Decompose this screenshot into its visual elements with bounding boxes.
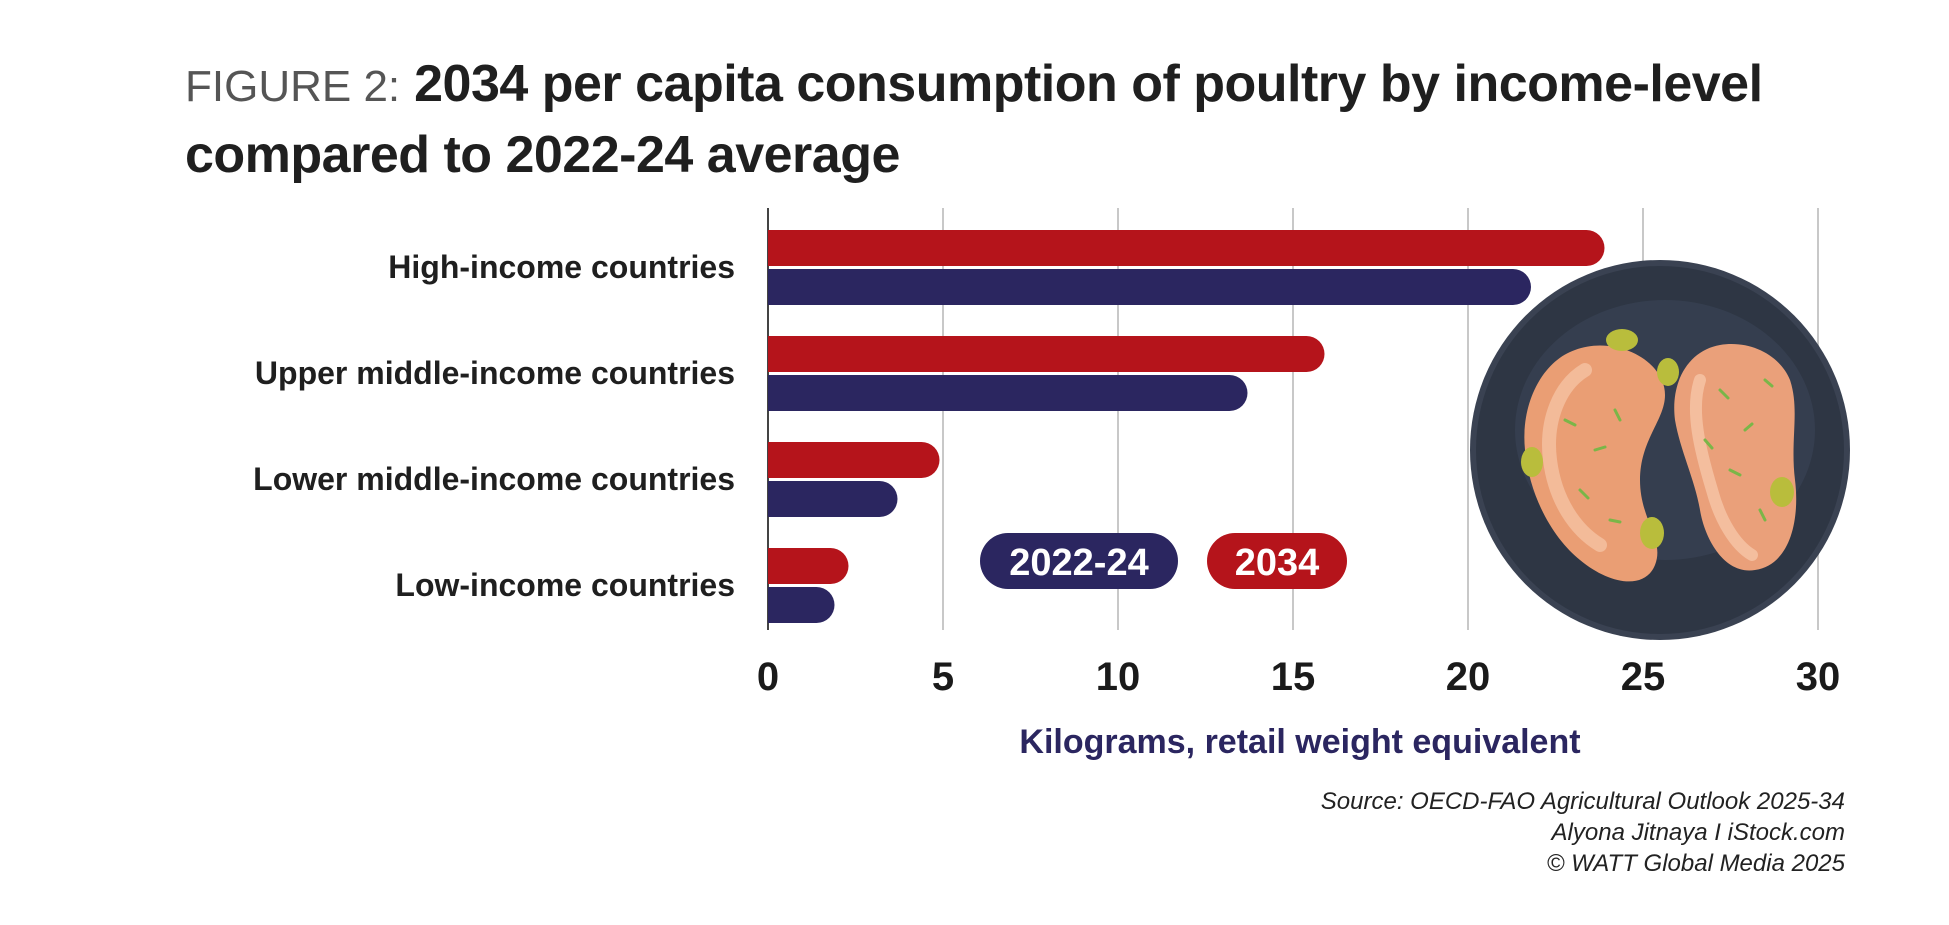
x-tick-15: 15: [1271, 655, 1316, 699]
x-tick-labels: 0 5 10 15 20 25 30: [757, 655, 1840, 699]
bar-2022-24-0: [768, 269, 1531, 305]
chicken-breast-plate-icon: [1470, 260, 1850, 640]
legend-swatch-2022-24: [980, 533, 1178, 589]
x-tick-25: 25: [1621, 655, 1666, 699]
figure-prefix: FIGURE 2:: [185, 62, 401, 111]
x-tick-0: 0: [757, 655, 779, 699]
bar-2034-3: [768, 548, 849, 584]
category-label-1: Upper middle-income countries: [255, 355, 735, 391]
bar-2022-24-3: [768, 587, 835, 623]
copyright-note: © WATT Global Media 2025: [1546, 850, 1845, 877]
x-tick-5: 5: [932, 655, 954, 699]
bar-2034-2: [768, 442, 940, 478]
category-label-2: Lower middle-income countries: [253, 461, 735, 497]
legend-label-2034: 2034: [1235, 542, 1320, 584]
bar-2022-24-1: [768, 375, 1248, 411]
bar-2022-24-2: [768, 481, 898, 517]
bar-2034-1: [768, 336, 1325, 372]
bars: [768, 230, 1605, 623]
image-credit: Alyona Jitnaya I iStock.com: [1551, 819, 1845, 846]
category-label-3: Low-income countries: [395, 567, 735, 603]
legend-swatch-2034: [1207, 533, 1347, 589]
x-tick-20: 20: [1446, 655, 1491, 699]
x-tick-30: 30: [1796, 655, 1841, 699]
x-axis-title: Kilograms, retail weight equivalent: [1019, 723, 1580, 761]
bar-2034-0: [768, 230, 1605, 266]
source-note: Source: OECD-FAO Agricultural Outlook 20…: [1320, 788, 1845, 815]
x-tick-10: 10: [1096, 655, 1141, 699]
chart-title-text: 2034 per capita consumption of poultry b…: [185, 55, 1763, 184]
category-labels: High-income countries Upper middle-income…: [253, 249, 735, 603]
credits: Source: OECD-FAO Agricultural Outlook 20…: [1321, 786, 1845, 879]
chart-title: FIGURE 2: 2034 per capita consumption of…: [185, 50, 1905, 189]
category-label-0: High-income countries: [388, 249, 735, 285]
legend: 2022-24 2034: [980, 533, 1347, 589]
legend-label-2022-24: 2022-24: [1009, 542, 1148, 584]
